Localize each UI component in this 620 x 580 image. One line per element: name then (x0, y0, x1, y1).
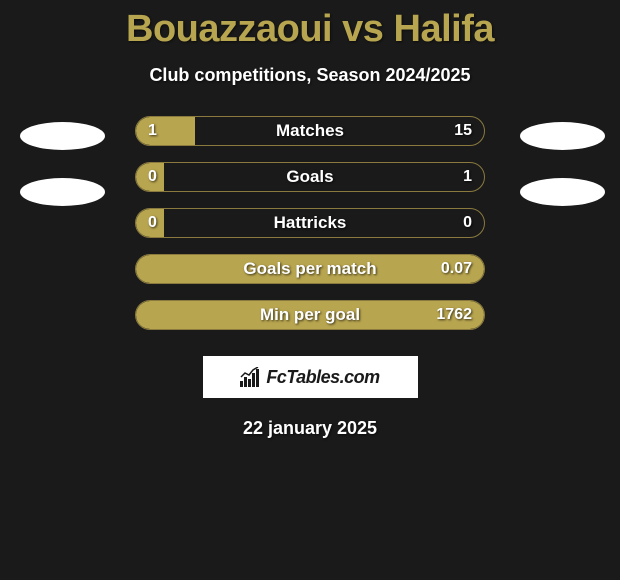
comparison-infographic: Bouazzaoui vs Halifa Club competitions, … (0, 0, 620, 439)
bar-label: Hattricks (274, 213, 347, 233)
player-right-badges (520, 122, 605, 206)
date-text: 22 january 2025 (243, 418, 377, 439)
stat-bar-goals: 0 Goals 1 (135, 162, 485, 192)
bar-value-left: 0 (148, 168, 157, 186)
player-left-badges (20, 122, 105, 206)
bar-label: Goals (286, 167, 333, 187)
player-right-badge-2 (520, 178, 605, 206)
bar-value-right: 1762 (436, 306, 472, 324)
stats-area: 1 Matches 15 0 Goals 1 0 Hattricks 0 Goals per ma… (0, 116, 620, 439)
logo-text: FcTables.com (266, 367, 379, 388)
bar-value-left: 0 (148, 214, 157, 232)
bar-label: Goals per match (243, 259, 376, 279)
page-title: Bouazzaoui vs Halifa (126, 8, 494, 51)
bar-value-right: 15 (454, 122, 472, 140)
bars-container: 1 Matches 15 0 Goals 1 0 Hattricks 0 Goals per ma… (135, 116, 485, 346)
bar-label: Matches (276, 121, 344, 141)
stat-bar-matches: 1 Matches 15 (135, 116, 485, 146)
player-left-badge-2 (20, 178, 105, 206)
player-left-badge-1 (20, 122, 105, 150)
bar-value-right: 1 (463, 168, 472, 186)
stat-bar-goals-per-match: Goals per match 0.07 (135, 254, 485, 284)
stat-bar-min-per-goal: Min per goal 1762 (135, 300, 485, 330)
page-subtitle: Club competitions, Season 2024/2025 (149, 65, 470, 86)
bar-value-right: 0.07 (441, 260, 472, 278)
stat-bar-hattricks: 0 Hattricks 0 (135, 208, 485, 238)
bar-label: Min per goal (260, 305, 360, 325)
bar-value-right: 0 (463, 214, 472, 232)
logo-box: FcTables.com (203, 356, 418, 398)
player-right-badge-1 (520, 122, 605, 150)
chart-icon (240, 367, 262, 387)
bar-fill-left (136, 117, 195, 145)
bar-value-left: 1 (148, 122, 157, 140)
